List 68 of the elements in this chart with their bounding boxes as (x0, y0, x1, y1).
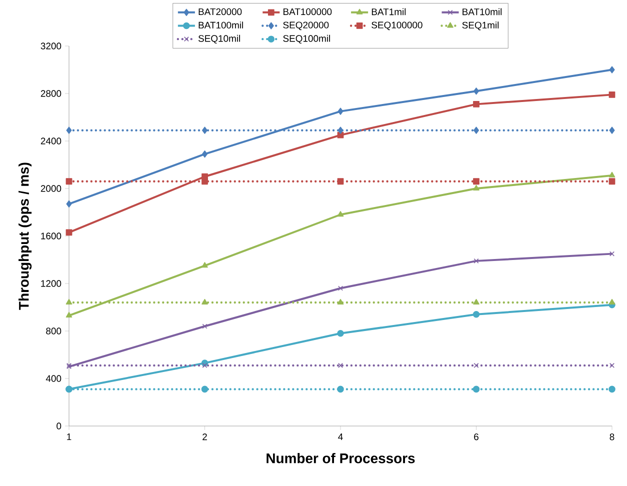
y-tick-label: 1600 (41, 232, 62, 240)
y-tick-label: 2000 (40, 185, 62, 192)
point (337, 298, 344, 304)
point (66, 126, 72, 134)
point (472, 386, 480, 393)
point (608, 298, 616, 304)
x-tick-label: 4 (338, 434, 343, 440)
point (66, 178, 72, 185)
point (474, 258, 479, 264)
point (66, 200, 72, 208)
point (473, 178, 480, 185)
y-tick-label: 2800 (40, 90, 62, 97)
point (609, 362, 615, 368)
y-tick-label: 1200 (41, 280, 62, 287)
x-tick-label: 6 (474, 434, 478, 440)
point (473, 184, 480, 190)
y-tick-label: 400 (46, 375, 62, 382)
point (66, 229, 72, 236)
point (608, 178, 616, 185)
legend-label: BAT100mil (198, 22, 243, 29)
point (66, 386, 72, 393)
y-axis-title: Throughput (ops / ms) (18, 162, 32, 310)
point (66, 298, 72, 304)
legend-label: SEQ1mil (462, 22, 499, 30)
point (609, 126, 615, 134)
point (608, 386, 616, 393)
y-tick-label: 3200 (40, 42, 62, 50)
point (608, 92, 616, 98)
point (609, 66, 615, 74)
legend-label: BAT100000 (284, 8, 332, 16)
point (338, 286, 344, 291)
legend-label: SEQ100000 (372, 22, 422, 30)
legend-label: SEQ100mil (283, 34, 330, 44)
x-tick-label: 8 (610, 434, 614, 440)
legend-label: BAT20000 (198, 8, 242, 16)
point (473, 101, 480, 108)
legend-label: BAT10mil (462, 8, 502, 16)
legend-label: SEQ20000 (283, 22, 329, 30)
point (66, 312, 72, 318)
point (338, 126, 344, 134)
point (337, 386, 344, 393)
legend-label: BAT1mil (372, 8, 406, 16)
point (473, 88, 480, 95)
point (337, 330, 344, 337)
point (473, 298, 480, 304)
point (472, 310, 480, 318)
point (474, 362, 479, 368)
point (338, 362, 344, 368)
x-tick-label: 2 (202, 434, 207, 440)
point (201, 386, 208, 393)
y-tick-label: 0 (56, 422, 62, 430)
point (202, 178, 208, 185)
point (202, 150, 208, 158)
legend-label: SEQ10mil (198, 34, 240, 44)
y-tick-label: 800 (46, 328, 62, 334)
point (608, 172, 616, 178)
x-axis-title: Number of Processors (266, 453, 415, 464)
point (202, 126, 208, 134)
point (202, 362, 208, 368)
point (473, 126, 480, 134)
point (337, 211, 344, 217)
point (202, 298, 208, 304)
point (338, 108, 344, 115)
point (609, 251, 615, 256)
point (337, 178, 344, 185)
x-tick-label: 1 (67, 434, 72, 440)
point (202, 262, 208, 268)
y-tick-label: 2400 (40, 138, 62, 144)
